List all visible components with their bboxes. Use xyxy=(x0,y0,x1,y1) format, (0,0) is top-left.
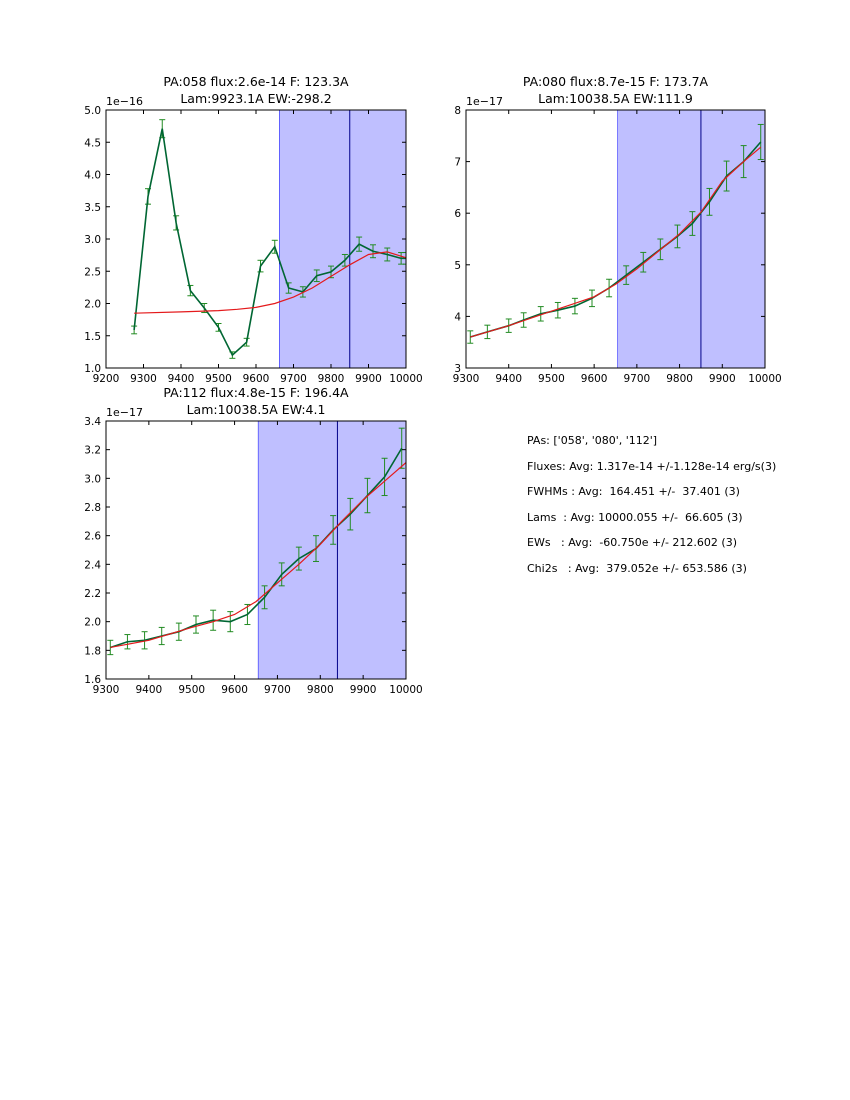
highlight-span xyxy=(257,420,407,680)
fit-series-line xyxy=(110,462,406,649)
highlight-span xyxy=(617,109,766,369)
error-bar xyxy=(403,252,406,265)
summary-fluxes: Fluxes: Avg: 1.317e-14 +/-1.128e-14 erg/… xyxy=(527,459,777,473)
y-tick-label: 1.8 xyxy=(84,645,101,657)
y-tick-label: 3.2 xyxy=(84,445,101,457)
chart-title-line2: Lam:10038.5A EW:111.9 xyxy=(538,91,693,106)
x-tick-label: 9500 xyxy=(178,684,205,696)
y-tick-label: 3.5 xyxy=(84,202,101,214)
chart-panel-2: PA:080 flux:8.7e-15 F: 173.7A Lam:10038.5… xyxy=(453,74,782,385)
y-tick-label: 3 xyxy=(454,363,461,375)
x-tick-label: 9400 xyxy=(135,684,162,696)
chart-panel-3: PA:112 flux:4.8e-15 F: 196.4A Lam:10038.5… xyxy=(84,385,422,696)
data-series-line xyxy=(133,128,406,357)
x-tick-label: 9500 xyxy=(538,373,565,385)
y-tick-label: 5.0 xyxy=(84,105,101,117)
summary-fwhms: FWHMs : Avg: 164.451 +/- 37.401 (3) xyxy=(527,485,740,499)
x-tick-label: 9300 xyxy=(453,373,480,385)
summary-statistics: PAs: ['058', '080', '112'] Fluxes: Avg: … xyxy=(527,434,776,588)
x-tick-label: 9500 xyxy=(205,373,232,385)
plot-area xyxy=(107,427,406,656)
y-tick-label: 3.0 xyxy=(84,473,101,485)
x-tick-label: 9900 xyxy=(355,373,382,385)
y-tick-label: 4 xyxy=(454,311,461,323)
fit-series-line xyxy=(134,251,406,314)
y-tick-label: 2.5 xyxy=(84,266,101,278)
x-tick-label: 9300 xyxy=(93,684,120,696)
y-tick-label: 1.0 xyxy=(84,363,101,375)
x-tick-label: 10000 xyxy=(389,373,422,385)
summary-ews: EWs : Avg: -60.750e +/- 212.602 (3) xyxy=(527,536,737,550)
y-tick-label: 5 xyxy=(454,260,461,272)
plot-area xyxy=(467,123,764,344)
y-tick-label: 3.4 xyxy=(84,416,101,428)
x-tick-label: 9800 xyxy=(318,373,345,385)
y-tick-label: 4.0 xyxy=(84,170,101,182)
y-tick-label: 8 xyxy=(454,105,461,117)
chart-title-line1: PA:080 flux:8.7e-15 F: 173.7A xyxy=(523,74,709,89)
exponent-label: 1e−17 xyxy=(106,406,143,419)
x-tick-label: 9400 xyxy=(495,373,522,385)
plot-area xyxy=(131,119,406,359)
x-tick-label: 9200 xyxy=(93,373,120,385)
x-tick-label: 9900 xyxy=(350,684,377,696)
y-tick-label: 6 xyxy=(454,208,461,220)
chart-title-line2: Lam:9923.1A EW:-298.2 xyxy=(180,91,331,106)
x-tick-label: 9700 xyxy=(623,373,650,385)
x-tick-label: 9600 xyxy=(581,373,608,385)
y-tick-label: 7 xyxy=(454,157,461,169)
y-tick-label: 2.0 xyxy=(84,299,101,311)
summary-lams: Lams : Avg: 10000.055 +/- 66.605 (3) xyxy=(527,510,743,524)
x-tick-label: 9700 xyxy=(280,373,307,385)
axes-frame xyxy=(105,420,407,680)
x-tick-label: 10000 xyxy=(748,373,781,385)
x-tick-label: 9600 xyxy=(243,373,270,385)
y-tick-label: 2.4 xyxy=(84,559,101,571)
y-tick-label: 1.5 xyxy=(84,331,101,343)
y-tick-label: 2.6 xyxy=(84,531,101,543)
x-tick-label: 9900 xyxy=(709,373,736,385)
y-tick-label: 2.8 xyxy=(84,502,101,514)
summary-chi2s: Chi2s : Avg: 379.052e +/- 653.586 (3) xyxy=(527,561,747,575)
chart-title-line1: PA:112 flux:4.8e-15 F: 196.4A xyxy=(163,385,349,400)
y-tick-label: 2.0 xyxy=(84,617,101,629)
y-tick-label: 2.2 xyxy=(84,588,101,600)
chart-panel-1: PA:058 flux:2.6e-14 F: 123.3A Lam:9923.1A… xyxy=(84,74,422,385)
exponent-label: 1e−16 xyxy=(106,95,143,108)
summary-pas: PAs: ['058', '080', '112'] xyxy=(527,434,658,447)
x-tick-label: 9400 xyxy=(168,373,195,385)
y-tick-label: 4.5 xyxy=(84,137,101,149)
y-tick-label: 1.6 xyxy=(84,674,101,686)
x-tick-label: 9800 xyxy=(666,373,693,385)
axes-frame xyxy=(465,109,766,369)
chart-title-line2: Lam:10038.5A EW:4.1 xyxy=(187,402,326,417)
x-tick-label: 10000 xyxy=(389,684,422,696)
x-tick-label: 9600 xyxy=(221,684,248,696)
exponent-label: 1e−17 xyxy=(466,95,503,108)
chart-title-line1: PA:058 flux:2.6e-14 F: 123.3A xyxy=(163,74,349,89)
x-tick-label: 9800 xyxy=(307,684,334,696)
y-tick-label: 3.0 xyxy=(84,234,101,246)
highlight-span xyxy=(279,109,407,369)
fit-series-line xyxy=(470,146,762,338)
x-tick-label: 9700 xyxy=(264,684,291,696)
x-tick-label: 9300 xyxy=(130,373,157,385)
